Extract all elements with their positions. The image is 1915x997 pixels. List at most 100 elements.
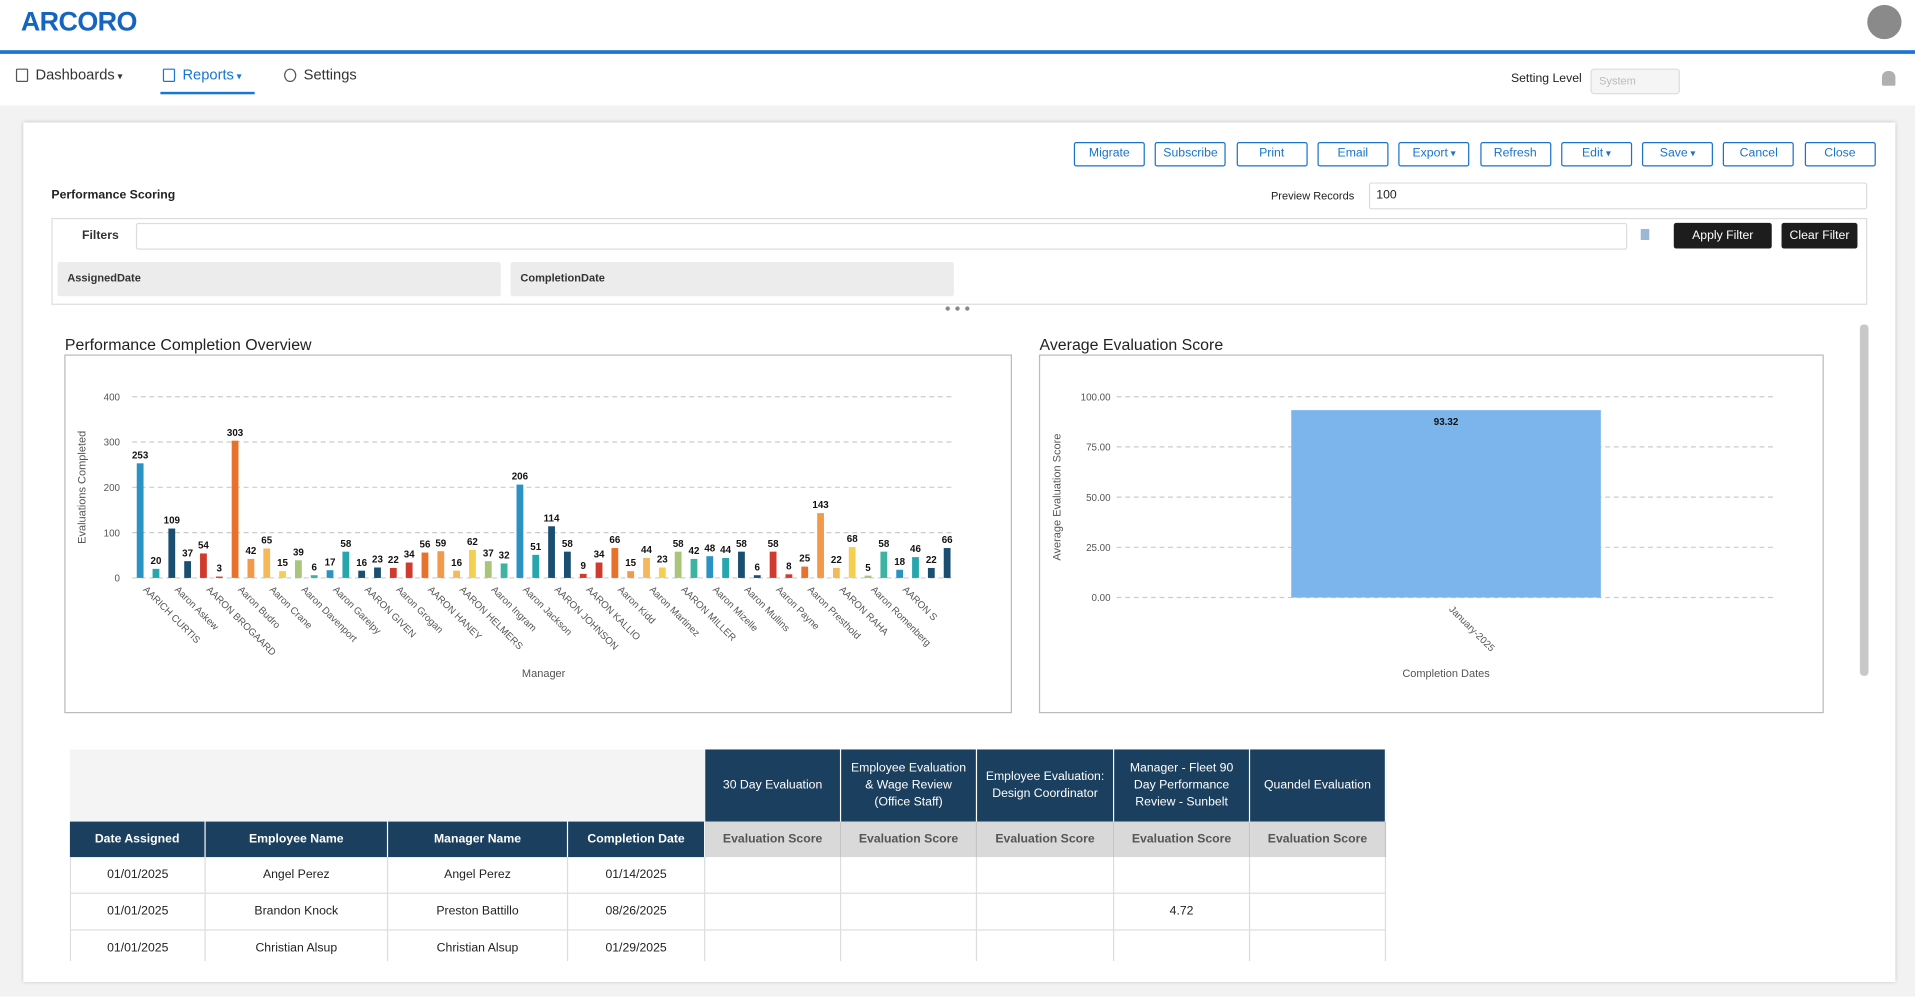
bar [453,570,461,578]
column-header: Evaluation Score [841,821,978,858]
table-cell [977,857,1115,894]
preview-select[interactable] [1368,182,1868,210]
filter-input[interactable] [135,222,1628,250]
table-cell: Angel Perez [388,857,569,894]
y-tick-label: 0 [115,574,121,585]
setting-value: System [1599,74,1636,87]
data-label: 22 [831,555,842,566]
toolbar-button[interactable]: Migrate [1073,142,1145,167]
nav-underline [160,91,255,95]
bar [643,557,650,578]
toolbar-button[interactable]: Edit [1560,142,1632,167]
bar [912,557,919,578]
chart-frame [1038,354,1824,714]
toolbar-button[interactable]: Email [1317,142,1389,167]
data-label: 16 [451,558,462,569]
resize-dots[interactable] [942,306,973,312]
data-label: 46 [910,544,921,555]
table-cell: 4.72 [1114,893,1251,931]
toolbar-button[interactable]: Close [1804,142,1876,167]
table-cell: Angel Perez [205,857,389,894]
bar [215,576,223,578]
data-label: 58 [673,539,684,550]
filter-field[interactable]: AssignedDate [57,262,501,297]
setting-select[interactable] [1590,68,1680,95]
y-tick-label: 400 [104,392,121,403]
toolbar-button[interactable]: Cancel [1723,142,1795,167]
table-cell: Christian Alsup [206,930,389,962]
bar [374,567,381,578]
bar [896,569,904,578]
table-cell [1250,893,1387,931]
bar [880,551,888,578]
data-label: 8 [786,561,792,572]
table-cell: 01/01/2025 [69,857,206,894]
bar [611,548,619,578]
group-header: 30 Day Evaluation [705,749,842,822]
column-header: Manager Name [388,821,569,858]
report-title: Performance Scoring [51,188,176,203]
clear-filter[interactable]: Clear Filter [1781,222,1858,249]
data-label: 15 [625,558,636,569]
table-corner [69,749,706,822]
bar [674,551,682,578]
bar [690,558,698,578]
filter-field[interactable]: CompletionDate [510,262,954,297]
data-label: 42 [245,546,256,557]
y-tick-label: 50.00 [1086,493,1111,504]
bar [769,551,777,578]
nav-icon [284,68,297,83]
column-header: Employee Name [205,821,389,858]
data-label: 143 [812,500,829,511]
bar [595,562,603,578]
toolbar-button[interactable]: Refresh [1479,142,1551,167]
x-tick-label: January-2025 [1446,604,1496,654]
data-label: 44 [720,545,731,556]
table-cell: Preston Battillo [388,893,569,931]
bar [231,440,239,578]
data-label: 20 [151,556,162,567]
table-cell: Christian Alsup [388,930,569,962]
toolbar-button[interactable]: Save [1642,142,1714,167]
apply-filter[interactable]: Apply Filter [1673,222,1772,249]
toolbar-button[interactable]: Subscribe [1154,142,1227,167]
preview-value: 100 [1376,188,1397,203]
group-header: Quandel Evaluation [1250,749,1387,822]
data-label: 22 [926,555,937,566]
data-label: 56 [420,540,431,551]
data-label: 34 [594,550,605,561]
bell-icon[interactable] [1881,71,1896,86]
bar [579,573,587,578]
logo[interactable]: ARCORO [20,6,138,37]
data-label: 68 [847,534,858,545]
bar [627,571,635,578]
filter-panel [51,217,1868,305]
data-table: 30 Day Evaluation Employee Evaluation & W… [69,749,1387,962]
nav-item[interactable]: Settings [303,66,357,84]
trash-icon[interactable] [1640,228,1650,240]
data-label: 58 [878,539,889,550]
nav-item[interactable]: Dashboards [36,66,123,83]
bar [184,561,192,578]
nav-item[interactable]: Reports [182,66,241,83]
y-tick-label: 200 [104,483,121,494]
bar [152,568,160,578]
data-label: 65 [261,536,272,547]
table-cell: 01/01/2025 [69,893,206,931]
filters-label[interactable]: Filters [82,228,119,243]
bar [864,575,872,578]
data-label: 23 [657,555,668,566]
data-label: 39 [293,547,304,558]
bar [516,484,524,578]
scrollbar[interactable] [1859,324,1869,676]
x-tick-label: AARON MILLER [678,585,737,644]
toolbar-button[interactable]: Print [1236,142,1308,167]
data-label: 3 [217,564,223,575]
group-header: Employee Evaluation & Wage Review (Offic… [841,749,978,822]
user-avatar[interactable] [1867,4,1902,40]
toolbar-button[interactable]: Export [1398,142,1470,167]
bar [326,570,334,578]
table-cell [841,857,978,894]
bar [500,563,508,578]
